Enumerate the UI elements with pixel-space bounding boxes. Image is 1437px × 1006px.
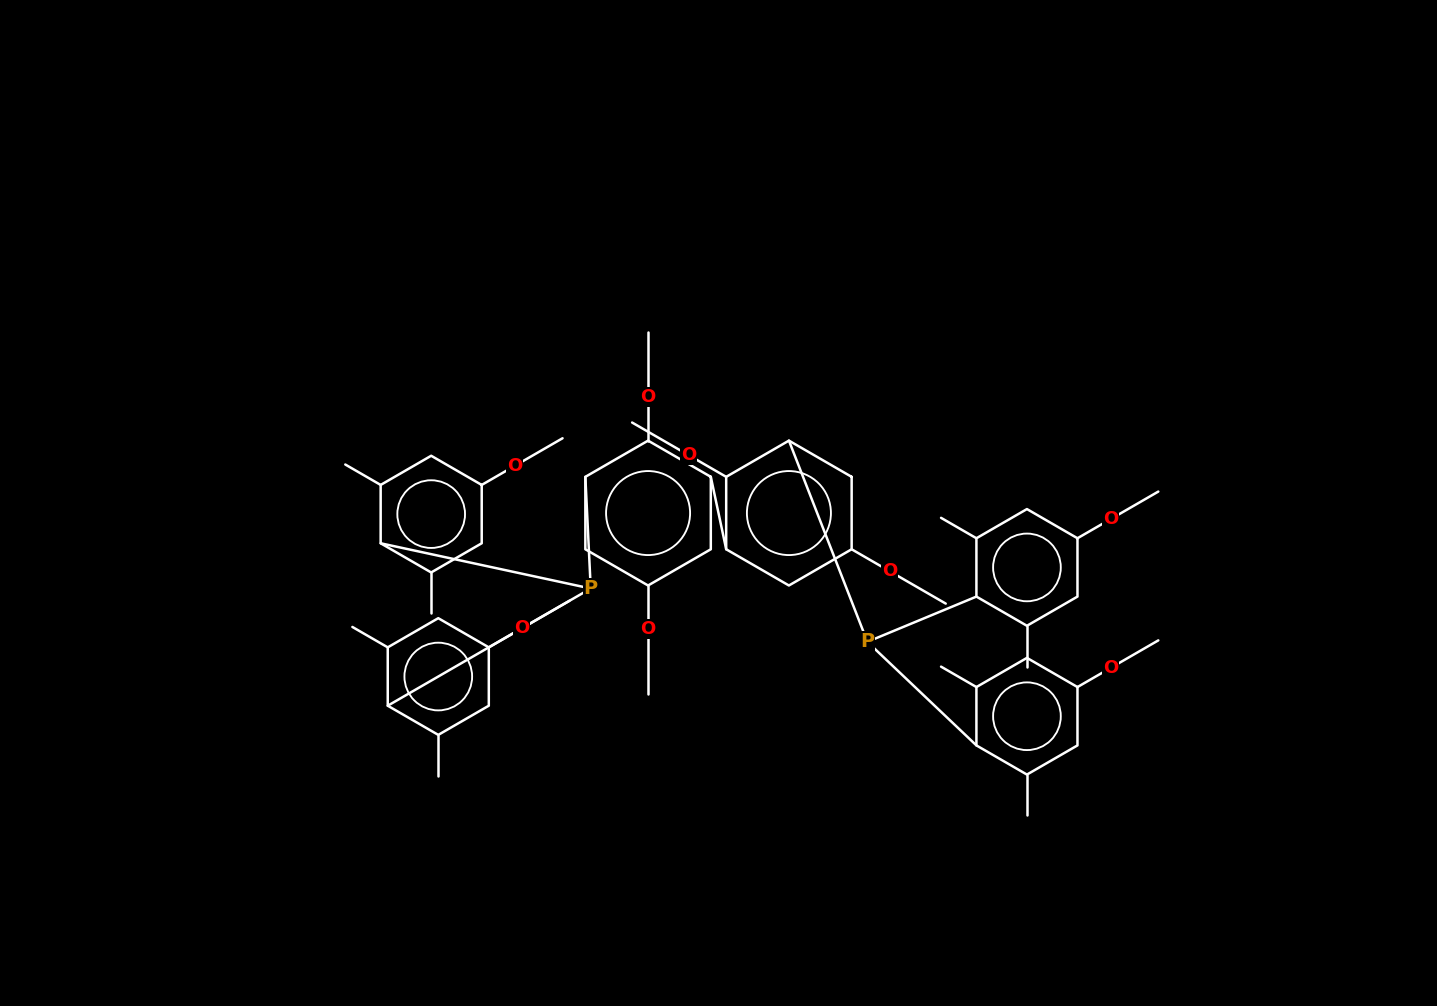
Text: O: O xyxy=(1102,510,1118,528)
Text: O: O xyxy=(882,562,897,580)
Text: O: O xyxy=(641,620,655,638)
Text: O: O xyxy=(681,446,696,464)
Text: O: O xyxy=(507,457,522,475)
Text: O: O xyxy=(641,388,655,406)
Text: O: O xyxy=(514,620,529,638)
Text: O: O xyxy=(1102,659,1118,677)
Text: P: P xyxy=(861,633,875,651)
Text: P: P xyxy=(583,579,598,598)
